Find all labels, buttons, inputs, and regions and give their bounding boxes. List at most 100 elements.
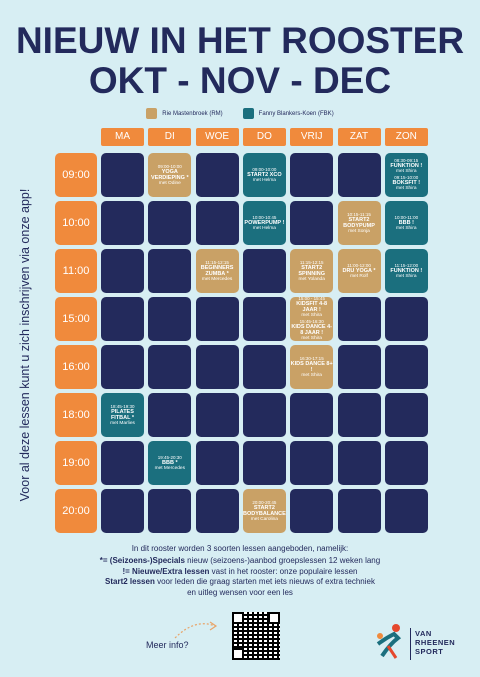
class-cell: 10:15-11:15 START2 BODYPUMP met Sonja bbox=[337, 201, 381, 245]
class-cell bbox=[242, 345, 286, 389]
class-cell: 11:15-12:15 START2 SPINNING met Yolanda bbox=[290, 249, 334, 293]
class-cell bbox=[101, 489, 144, 533]
day-header: DO bbox=[242, 128, 286, 146]
class-cell bbox=[148, 297, 192, 341]
session-title: START2 SPINNING bbox=[298, 264, 325, 277]
session-teacher: met Odine bbox=[158, 180, 181, 186]
session-title: BOKSFIT ! bbox=[392, 180, 421, 186]
footer-line: != Nieuwe/Extra lessen vast in het roost… bbox=[0, 567, 480, 577]
class-cell bbox=[195, 489, 239, 533]
class-cell bbox=[337, 393, 381, 437]
footer-intro: In dit rooster worden 3 soorten lessen a… bbox=[131, 544, 349, 553]
session-title: BEGINNERS ZUMBA * bbox=[200, 264, 234, 277]
session-teacher: met Shira bbox=[396, 273, 417, 279]
class-cell bbox=[195, 153, 239, 197]
class-cell: 11:00-12:00 DRU YOGA * met Rolf bbox=[337, 249, 381, 293]
session-teacher: met Shira bbox=[301, 313, 322, 318]
class-cell bbox=[148, 249, 192, 293]
session-title: FUNKTION ! bbox=[390, 163, 423, 169]
time-label: 20:00 bbox=[55, 489, 97, 533]
subtitle: OKT - NOV - DEC bbox=[88, 60, 392, 101]
footer-line: en uitleg wensen voor een les bbox=[0, 588, 480, 598]
session-time: 11:00-12:00 bbox=[347, 262, 371, 268]
day-header: ZAT bbox=[337, 128, 381, 146]
class-cell bbox=[384, 441, 428, 485]
session-time: 11:15-12:15 bbox=[205, 259, 229, 265]
session-time: 09:15-10:00 bbox=[394, 175, 419, 180]
qr-code bbox=[232, 612, 280, 660]
session-teacher: met Helma bbox=[252, 177, 276, 183]
class-cell bbox=[101, 297, 144, 341]
time-label: 11:00 bbox=[55, 249, 97, 293]
session-teacher: met Mercedes bbox=[201, 276, 233, 282]
class-cell bbox=[290, 393, 334, 437]
legend-swatch bbox=[146, 108, 158, 119]
footer-text: nieuw (seizoens-)aanbod groepslessen 12 … bbox=[184, 556, 381, 565]
more-info: Meer info? bbox=[146, 640, 189, 650]
session-teacher: met Helma bbox=[252, 225, 276, 231]
class-cell bbox=[148, 201, 192, 245]
footer-text: vast in het rooster: onze populaire less… bbox=[209, 566, 358, 576]
logo-line: VAN bbox=[415, 629, 432, 638]
time-label: 09:00 bbox=[55, 153, 97, 197]
time-label: 15:00 bbox=[55, 297, 97, 341]
class-cell: 20:00-20:45 START2 BODYBALANCE met Carolin… bbox=[242, 489, 286, 533]
footer-bold: *= (Seizoens-)Specials bbox=[99, 556, 185, 565]
session-time: 09:00-10:00 bbox=[252, 166, 277, 172]
class-cell bbox=[290, 489, 334, 533]
session-title: PILATES FITBAL * bbox=[110, 408, 135, 421]
session-title: START2 BODYPUMP bbox=[343, 216, 375, 229]
class-cell bbox=[101, 249, 144, 293]
session-title: KIDSFIT 4-8 JAAR ! bbox=[296, 301, 328, 313]
session-time: 20:00-20:45 bbox=[252, 499, 277, 505]
legend: Rie Mastenbroek (RM) Fanny Blankers-Koen … bbox=[0, 108, 480, 119]
class-cell: 15:00 - 15:45 KIDSFIT 4-8 JAAR ! met Shira… bbox=[290, 297, 334, 341]
day-header: ZON bbox=[384, 128, 428, 146]
title: NIEUW IN HET ROOSTER bbox=[15, 20, 465, 61]
day-header: WOE bbox=[195, 128, 239, 146]
session-teacher: met Yolanda bbox=[298, 276, 325, 282]
legend-item: Fanny Blankers-Koen (FBK) bbox=[242, 108, 334, 119]
time-label: 18:00 bbox=[55, 393, 97, 437]
class-cell bbox=[337, 489, 381, 533]
class-cell bbox=[337, 153, 381, 197]
footer-bold: != Nieuwe/Extra lessen bbox=[122, 566, 210, 576]
class-cell: 11:15-12:00 FUNKTION ! met Shira bbox=[384, 249, 428, 293]
session-time: 16:30-17:15 bbox=[299, 355, 324, 361]
class-cell bbox=[242, 441, 286, 485]
session-time: 15:00 - 15:45 bbox=[298, 297, 325, 301]
class-cell bbox=[195, 297, 239, 341]
class-cell bbox=[148, 393, 192, 437]
class-cell bbox=[337, 297, 381, 341]
class-cell: 16:30-17:15 KIDS DANCE 8+ ! met Shira bbox=[290, 345, 334, 389]
class-cell bbox=[337, 441, 381, 485]
session-title: START2 XCO bbox=[247, 171, 282, 178]
session-teacher: met Shira bbox=[301, 336, 322, 341]
class-cell: 19:45-20:30 BBB * met Mercedes bbox=[148, 441, 192, 485]
class-cell: 10:00-10:45 POWERPUMP ! met Helma bbox=[242, 201, 286, 245]
footer-bold: Start2 lessen bbox=[105, 577, 155, 586]
session-title: YOGA VERDIEPING * bbox=[151, 168, 189, 181]
session-teacher: met Shira bbox=[396, 186, 417, 191]
session-time: 08:30-09:15 bbox=[394, 158, 419, 163]
time-label: 16:00 bbox=[55, 345, 97, 389]
class-cell: 09:00-10:00 YOGA VERDIEPING * met Odine bbox=[148, 153, 192, 197]
class-cell bbox=[148, 489, 192, 533]
class-cell bbox=[384, 489, 428, 533]
logo-text: VAN RHEENEN SPORT bbox=[415, 629, 455, 656]
footer-text: en uitleg wensen voor een les bbox=[187, 587, 293, 597]
session-time: 11:15-12:15 bbox=[299, 259, 324, 265]
class-cell bbox=[290, 201, 334, 245]
class-cell bbox=[242, 297, 286, 341]
class-cell: 10:00-11:00 BBB ! met Shira bbox=[384, 201, 428, 245]
time-label: 19:00 bbox=[55, 441, 97, 485]
session-title: BBB * bbox=[162, 459, 178, 466]
class-cell bbox=[195, 345, 239, 389]
session-title: KIDS DANCE 8+ ! bbox=[290, 360, 333, 373]
logo-divider bbox=[410, 628, 411, 660]
session-title: POWERPUMP ! bbox=[244, 219, 285, 226]
arrow bbox=[174, 621, 218, 639]
class-cell: 11:15-12:15 BEGINNERS ZUMBA * met Mercedes bbox=[195, 249, 239, 293]
class-cell bbox=[290, 441, 334, 485]
